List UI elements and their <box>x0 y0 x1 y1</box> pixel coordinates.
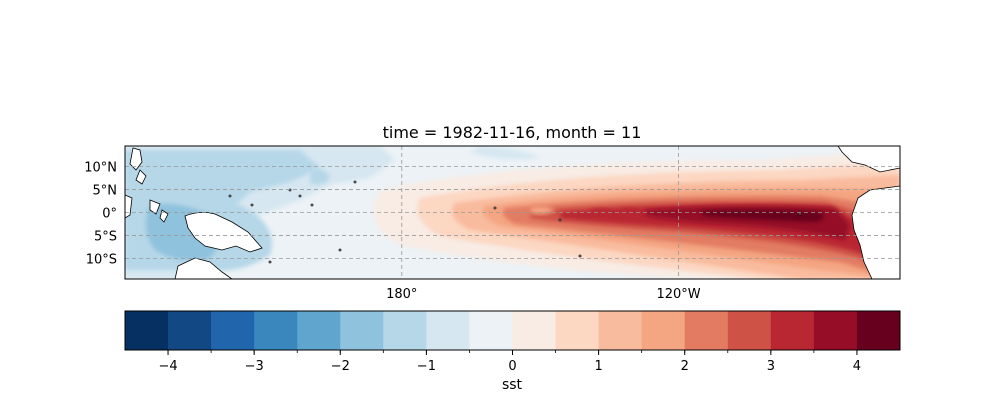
colorbar-cell <box>727 311 772 350</box>
land-mass <box>851 185 900 279</box>
contour-band <box>470 146 540 160</box>
colorbar-cell <box>641 311 686 350</box>
colorbar-cell <box>856 311 901 350</box>
lon-label: 180° <box>386 287 417 302</box>
contour-band <box>310 168 330 185</box>
lat-label: 10°N <box>84 161 117 176</box>
island <box>338 248 342 252</box>
island <box>558 218 562 222</box>
colorbar-tick-label: −3 <box>245 359 264 374</box>
island <box>298 194 302 198</box>
land-mass <box>184 212 263 253</box>
colorbar-cell <box>297 311 341 350</box>
colorbar-tick-label: −2 <box>331 359 350 374</box>
lat-label: 0° <box>102 207 117 222</box>
anomaly-contours <box>125 146 900 279</box>
colorbar-cell <box>512 311 557 350</box>
colorbar-tick-label: 3 <box>767 359 775 374</box>
colorbar-cell <box>125 311 169 350</box>
contour-band <box>620 207 640 217</box>
colorbar-cell <box>813 311 858 350</box>
colorbar-tick-label: 0 <box>508 359 516 374</box>
lat-label: 5°N <box>93 184 118 199</box>
colorbar-label: sst <box>502 377 523 393</box>
island <box>353 180 357 184</box>
colorbar-cell <box>254 311 298 350</box>
land-mass <box>159 209 169 223</box>
colorbar-cell <box>469 311 513 350</box>
map-frame <box>124 145 901 280</box>
colorbar-tick-label: −1 <box>417 359 436 374</box>
map-title: time = 1982-11-16, month = 11 <box>383 123 642 142</box>
land-mass <box>135 169 147 185</box>
island <box>250 203 254 207</box>
colorbar: −4 −3 −2 −1 0 1 2 3 4 sst <box>124 310 901 393</box>
land-masses <box>125 146 900 279</box>
colorbar-cell <box>340 311 384 350</box>
lat-label: 5°S <box>94 229 117 244</box>
island <box>798 212 802 216</box>
colorbar-tick-label: 2 <box>681 359 689 374</box>
island <box>578 254 582 258</box>
colorbar-cells <box>125 311 901 350</box>
colorbar-tick-label: 4 <box>853 359 861 374</box>
colorbar-ticks: −4 −3 −2 −1 0 1 2 3 4 <box>158 350 861 374</box>
longitude-labels: 180° 120°W <box>386 287 701 302</box>
colorbar-tick-label: −4 <box>158 359 177 374</box>
land-mass <box>129 147 143 171</box>
colorbar-tick-label: 1 <box>594 359 602 374</box>
colorbar-cell <box>426 311 470 350</box>
island <box>228 194 232 198</box>
lat-label: 10°S <box>86 252 117 267</box>
island <box>310 203 314 207</box>
lon-label: 120°W <box>656 287 700 302</box>
gridlines <box>125 146 900 279</box>
colorbar-cell <box>383 311 427 350</box>
colorbar-cell <box>684 311 729 350</box>
map-axes: 10°N 5°N 0° 5°S 10°S 180° 120°W <box>84 145 901 302</box>
sst-field <box>125 146 900 279</box>
colorbar-cell <box>770 311 815 350</box>
colorbar-cell <box>598 311 643 350</box>
colorbar-cell <box>211 311 255 350</box>
land-mass <box>149 199 161 215</box>
land-mass <box>837 146 900 173</box>
island <box>493 206 497 210</box>
island <box>268 260 272 264</box>
colorbar-cell <box>168 311 212 350</box>
colorbar-cell <box>555 311 600 350</box>
latitude-labels: 10°N 5°N 0° 5°S 10°S <box>84 161 117 268</box>
